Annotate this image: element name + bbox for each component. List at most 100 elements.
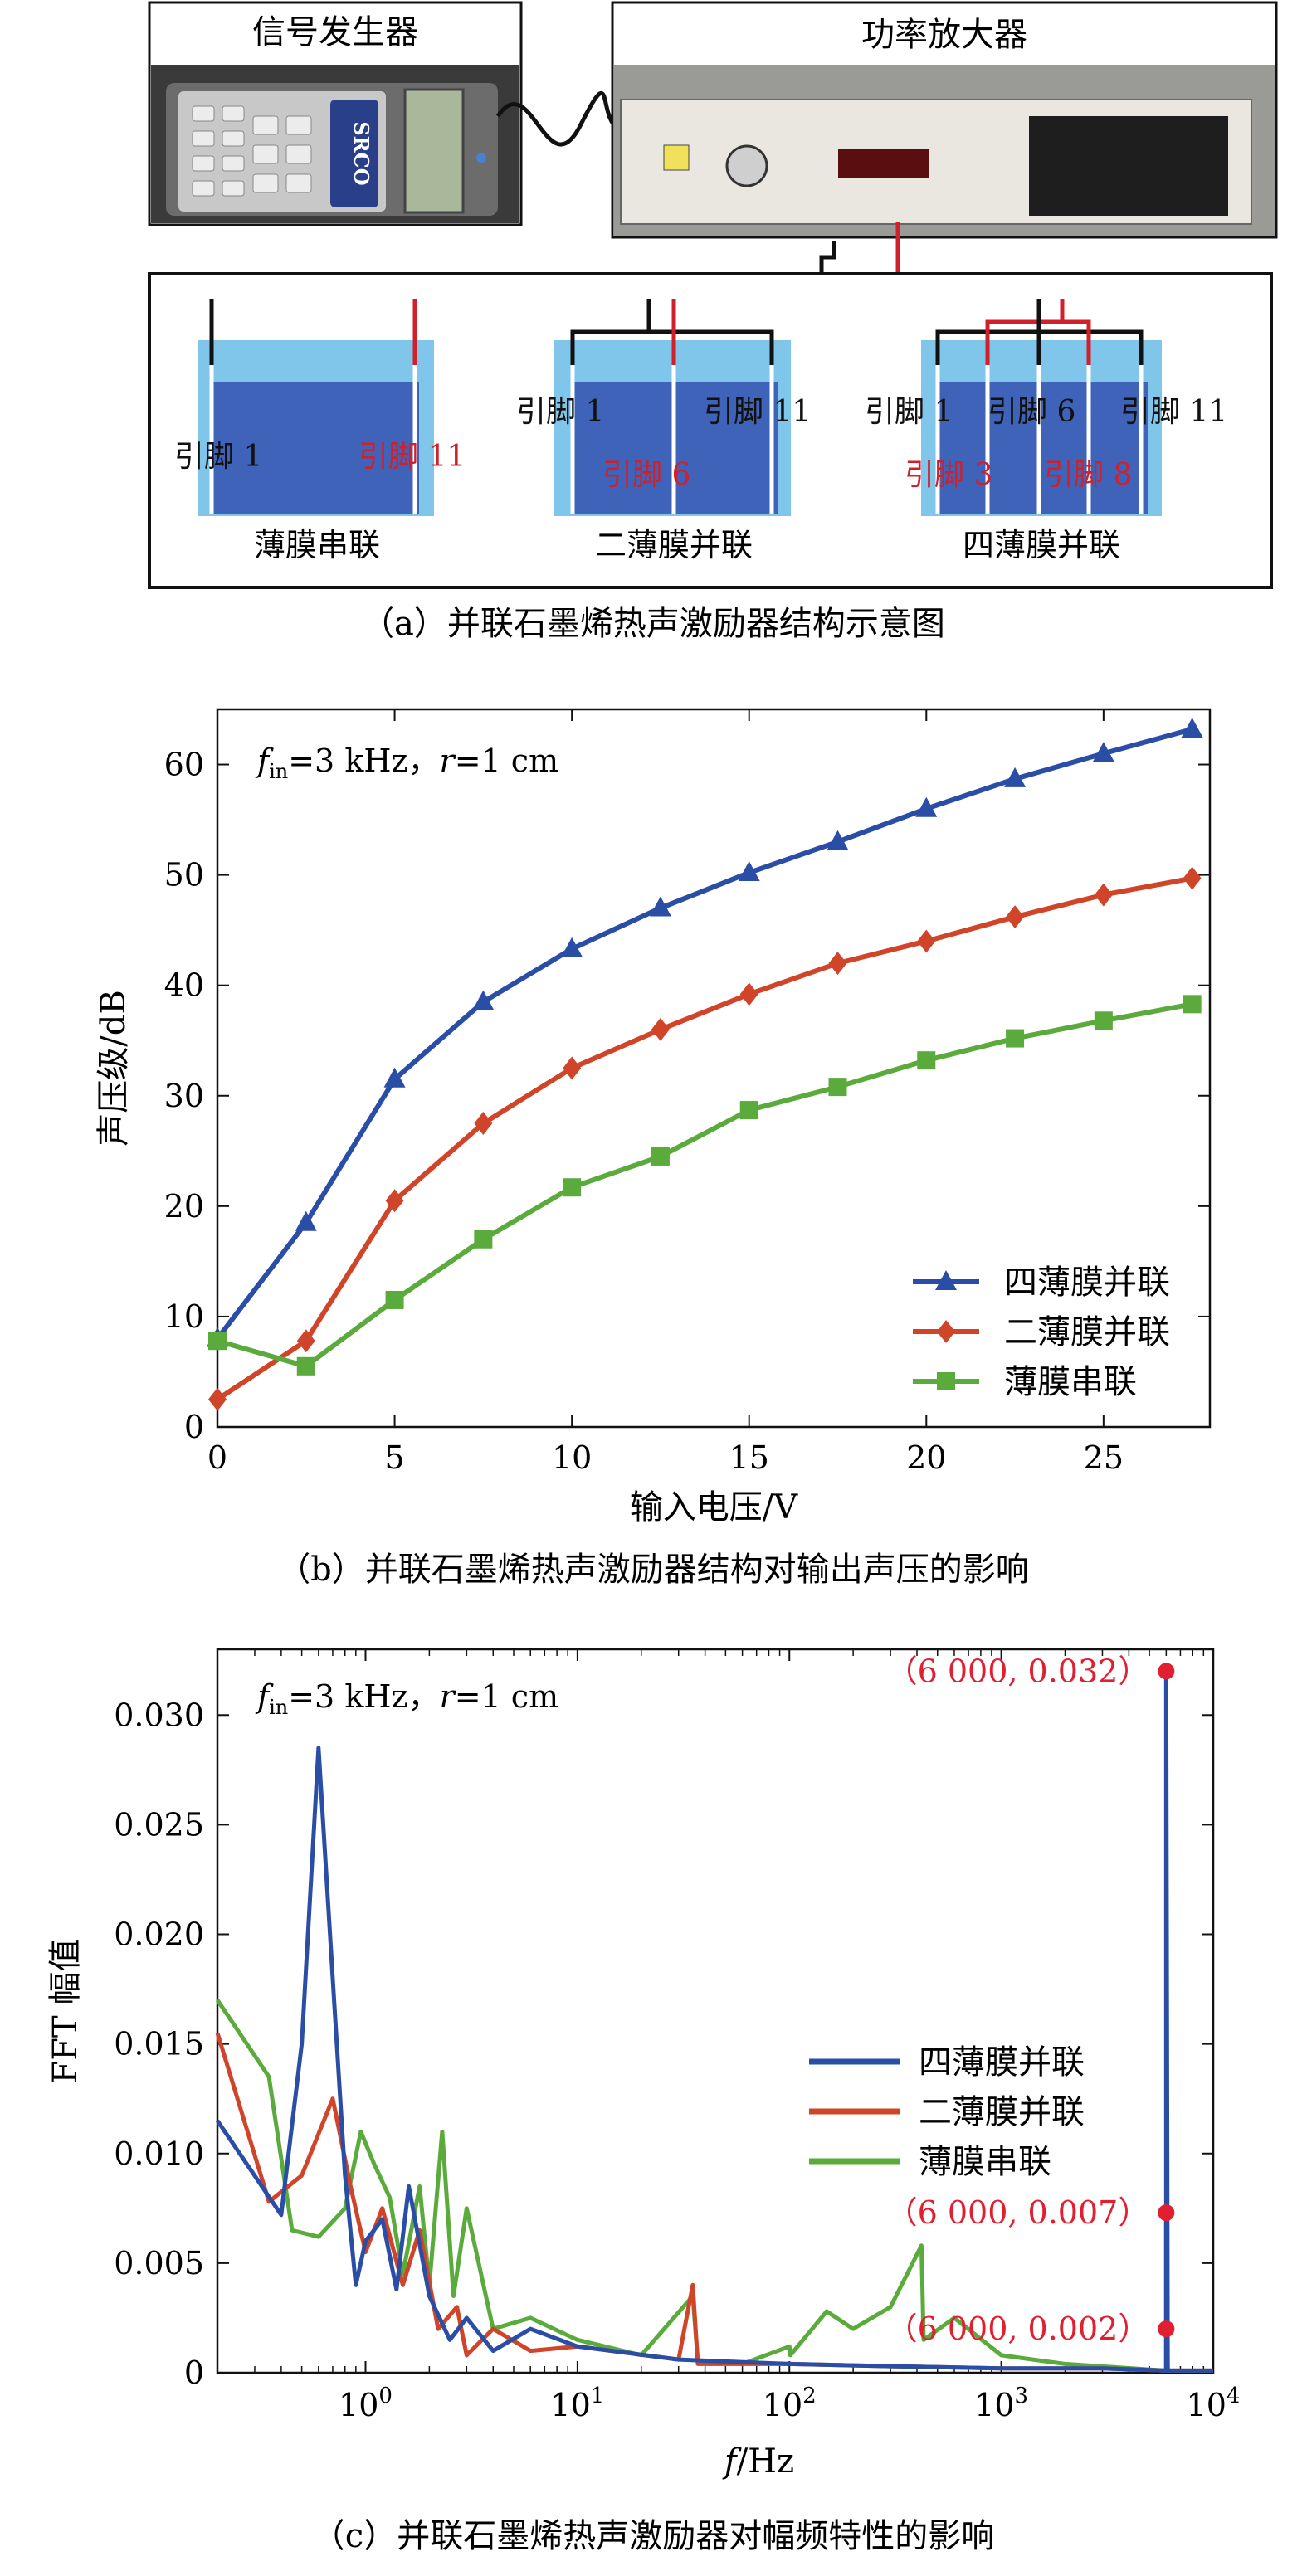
chart-b-series-1 [208,866,1202,1411]
film1-name: 薄膜串联 [254,527,380,563]
chart-b-point [472,990,495,1010]
chart-b-ytick-label: 50 [164,857,204,894]
chart-b-annotation: fin=3 kHz，r=1 cm [255,743,558,783]
chart-b-xtick-label: 25 [1084,1439,1124,1476]
signal-generator-display [403,88,465,214]
chart-b-point [474,1112,493,1136]
chart-b-point [739,1101,758,1120]
signal-generator-keys [192,105,312,197]
chart-b-point [561,937,583,957]
gain-knob [725,144,768,187]
chart-b-xtick-label: 20 [906,1439,946,1476]
chart-b-point [385,1290,404,1309]
chart-c-ytick-label: 0.010 [114,2135,204,2172]
signal-generator-logo-plate [330,100,378,207]
chart-b-caption: （b）并联石墨烯热声激励器结构对输出声压的影响 [277,1551,1029,1589]
chart-b-point [1094,883,1113,907]
film-series [198,299,434,516]
chart-b-xtick-label: 15 [729,1439,769,1476]
chart-c-legend-label: 薄膜串联 [919,2143,1051,2181]
film3-pin-black-1: 引脚 1 [865,395,953,429]
chart-b-series-0 [207,717,1203,1347]
chart-b-point [383,1067,406,1088]
chart-b-point [1181,717,1203,738]
ground-wire [819,241,836,284]
chart-c-peak-label: （6 000, 0.007） [886,2194,1150,2231]
chart-b-series-line [216,875,1193,1402]
chart-c-ytick-label: 0.015 [114,2026,204,2062]
chart-b: fin=3 kHz，r=1 cm （b）并联石墨烯热声激励器结构对输出声压的影响… [95,708,1212,1589]
chart-b-series-line [215,727,1193,1341]
chart-b-point [738,860,760,881]
chart-b-ytick-label: 10 [164,1298,204,1335]
chart-b-point [385,1189,404,1213]
chart-c-peak-marker [1158,1663,1175,1680]
film2-pin-black-1: 引脚 1 [516,395,604,429]
chart-c-xlabel: f/Hz [722,2442,794,2481]
chart-b-ylabel: 声压级/dB [95,990,133,1146]
chart-b-xtick-label: 0 [207,1439,227,1476]
chart-b-legend-marker [937,1320,955,1343]
chart-b-point [651,1147,670,1166]
power-amplifier-vent-grille [1029,116,1228,216]
chart-b-point [651,1017,670,1041]
film3-name: 四薄膜并联 [963,527,1120,563]
chart-c-caption: （c）并联石墨烯热声激励器对幅频特性的影响 [312,2517,994,2555]
chart-b-legend-marker [937,1372,955,1390]
chart-b-point [1006,1029,1025,1048]
chart-b-point [649,896,671,917]
chart-b-ytick-label: 40 [164,967,204,1004]
chart-b-point [1183,995,1202,1014]
device-brand: SRCO [349,121,373,185]
power-amplifier-display [838,149,929,178]
film1-pin-red-1: 引脚 11 [358,440,466,474]
chart-b-series-2 [208,995,1202,1376]
chart-b-point [208,1387,227,1411]
chart-c-ytick-label: 0.030 [114,1697,204,1733]
chart-c-xtick-label: 103 [974,2384,1028,2423]
chart-c-xtick-label: 102 [763,2384,817,2423]
chart-b-point [1183,866,1202,890]
chart-b-xtick-label: 5 [384,1439,404,1476]
chart-b-point [1094,1011,1113,1030]
chart-b-series-line [217,1001,1193,1370]
caption-a: （a）并联石墨烯热声激励器结构示意图 [361,605,945,643]
chart-c-series-line-0 [215,1668,1213,2373]
chart-c-peak-label: （6 000, 0.032） [886,1653,1150,1689]
chart-b-point [739,982,758,1006]
film3-pin-black-2: 引脚 6 [988,395,1075,429]
chart-b-point [1004,767,1027,787]
chart-b-point [915,796,938,817]
chart-b-ytick-label: 0 [184,1409,204,1445]
chart-b-legend-marker [935,1270,957,1290]
chart-b-point [563,1056,582,1080]
chart-b-xlabel: 输入电压/V [630,1488,798,1527]
chart-c-ylabel: FFT 幅值 [46,1939,85,2084]
chart-c-xtick-label: 104 [1187,2384,1241,2423]
film3-pin-red-1: 引脚 3 [905,458,992,492]
chart-b-ytick-label: 60 [164,747,204,783]
chart-b-point [917,929,936,953]
chart-c-xtick-label: 100 [339,2384,393,2423]
chart-b-legend-label: 二薄膜并联 [1004,1313,1170,1351]
chart-b-point [917,1051,936,1070]
chart-b-ytick-label: 30 [164,1078,204,1114]
chart-c: fin=3 kHz，r=1 cm f/Hz （c）并联石墨烯热声激励器对幅频特性… [46,1648,1241,2555]
chart-b-point [827,830,849,850]
chart-b-legend-label: 薄膜串联 [1004,1363,1137,1401]
film-two-parallel [554,299,791,516]
film-four-parallel [921,299,1162,516]
film3-pin-black-3: 引脚 11 [1120,395,1227,429]
chart-b-point [296,1356,315,1376]
chart-c-plot-frame [216,1648,1215,2374]
film2-pin-black-2: 引脚 11 [704,395,811,429]
chart-b-point [563,1178,582,1197]
film2-name: 二薄膜并联 [595,527,753,563]
chart-b-point [208,1332,227,1351]
signal-generator-led [476,153,486,163]
chart-b-legend-label: 四薄膜并联 [1004,1264,1170,1302]
film1-pin-black-1: 引脚 1 [174,440,262,474]
chart-b-point [1092,742,1114,762]
chart-b-point [1006,905,1025,929]
chart-b-ytick-label: 20 [164,1188,204,1225]
